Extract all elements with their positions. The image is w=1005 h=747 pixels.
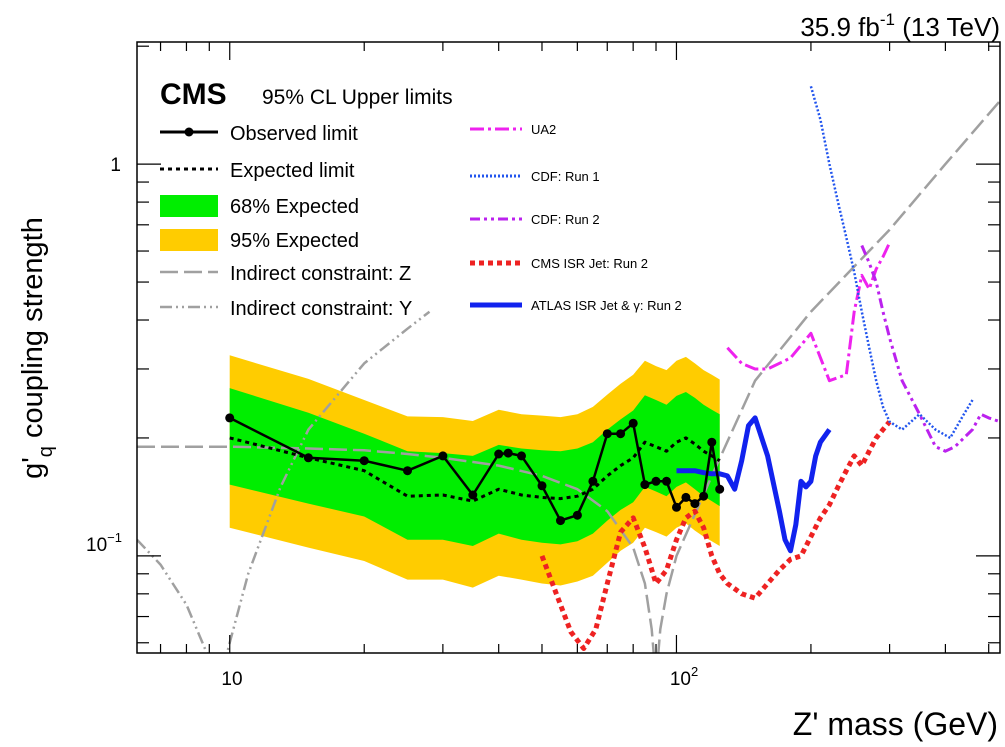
observed-point: [503, 448, 513, 458]
y-tick-label-0p1: 10−1: [86, 530, 122, 556]
observed-point: [468, 490, 478, 500]
svg-text:ATLAS ISR Jet & γ: Run 2: ATLAS ISR Jet & γ: Run 2: [531, 298, 682, 313]
legend-right: UA2 CDF: Run 1 CDF: Run 2 CMS ISR Jet: R…: [470, 122, 682, 313]
cdf-run1-line: [809, 85, 974, 440]
observed-point: [438, 451, 448, 461]
observed-point: [640, 480, 650, 490]
legend-entry-ua2: UA2: [470, 122, 556, 137]
plot-area: [137, 85, 1000, 653]
legend-entry-observed: Observed limit: [160, 123, 358, 145]
svg-text:CMS ISR Jet: Run 2: CMS ISR Jet: Run 2: [531, 256, 648, 271]
observed-point: [662, 476, 671, 486]
observed-point: [403, 466, 412, 476]
observed-point: [690, 499, 700, 509]
legend-entry-expected: Expected limit: [160, 160, 355, 182]
plot-subtitle: 95% CL Upper limits: [262, 86, 453, 109]
legend-left: Observed limit Expected limit 68% Expect…: [160, 123, 412, 320]
svg-text:CDF: Run 1: CDF: Run 1: [531, 169, 600, 184]
axis-ticks: [137, 42, 1000, 653]
observed-point: [628, 418, 638, 428]
x-axis-title: Z' mass (GeV): [793, 706, 998, 742]
observed-point: [588, 476, 598, 486]
legend-entry-cdf-run2: CDF: Run 2: [470, 212, 600, 227]
observed-point: [707, 437, 717, 447]
expected-limit-line: [229, 436, 721, 503]
observed-point: [359, 456, 369, 466]
observed-point: [715, 484, 725, 494]
legend-entry-indirect-upsilon: Indirect constraint: Υ: [160, 298, 412, 320]
cms-isr-jet-line: [539, 420, 892, 651]
legend-entry-band68: 68% Expected: [160, 195, 359, 218]
cdf-run2-line: [860, 244, 1000, 453]
indirect-constraint-upsilon-line: [137, 310, 431, 653]
band-68-expected: [229, 388, 720, 546]
observed-point: [602, 429, 612, 439]
svg-text:95% Expected: 95% Expected: [230, 230, 359, 252]
legend-entry-band95: 95% Expected: [160, 229, 359, 252]
observed-point: [556, 516, 565, 526]
x-tick-label-10: 10: [221, 669, 242, 690]
x-tick-label-100: 102: [670, 664, 698, 690]
y-tick-label-1: 1: [110, 155, 121, 176]
svg-text:CDF: Run 2: CDF: Run 2: [531, 212, 600, 227]
observed-point: [616, 429, 626, 439]
svg-text:Observed limit: Observed limit: [230, 123, 358, 145]
observed-point: [517, 451, 526, 461]
plot-frame: [136, 41, 1001, 654]
luminosity-label: 35.9 fb-1 (13 TeV): [800, 10, 1000, 42]
observed-point: [681, 492, 691, 502]
observed-point: [699, 491, 709, 501]
indirect-constraint-z-line: [137, 100, 1000, 653]
legend-entry-cms-isr: CMS ISR Jet: Run 2: [470, 256, 648, 271]
svg-text:Expected limit: Expected limit: [230, 160, 355, 182]
y-axis-title: g'q coupling strength: [17, 217, 57, 479]
legend-entry-cdf-run1: CDF: Run 1: [470, 169, 600, 184]
ua2-line: [726, 242, 891, 383]
svg-text:Indirect constraint: Z: Indirect constraint: Z: [230, 263, 411, 285]
observed-point: [672, 502, 681, 512]
svg-text:Indirect constraint: Υ: Indirect constraint: Υ: [230, 298, 412, 320]
experiment-label: CMS: [160, 78, 227, 111]
observed-point: [537, 481, 547, 491]
observed-point: [225, 413, 235, 423]
observed-point: [494, 449, 504, 459]
observed-point: [303, 453, 313, 463]
svg-text:UA2: UA2: [531, 122, 556, 137]
legend-entry-indirect-z: Indirect constraint: Z: [160, 263, 411, 285]
observed-point: [572, 510, 582, 520]
observed-point: [651, 476, 661, 486]
legend-entry-atlas: ATLAS ISR Jet & γ: Run 2: [470, 298, 682, 313]
svg-text:68% Expected: 68% Expected: [230, 196, 359, 218]
